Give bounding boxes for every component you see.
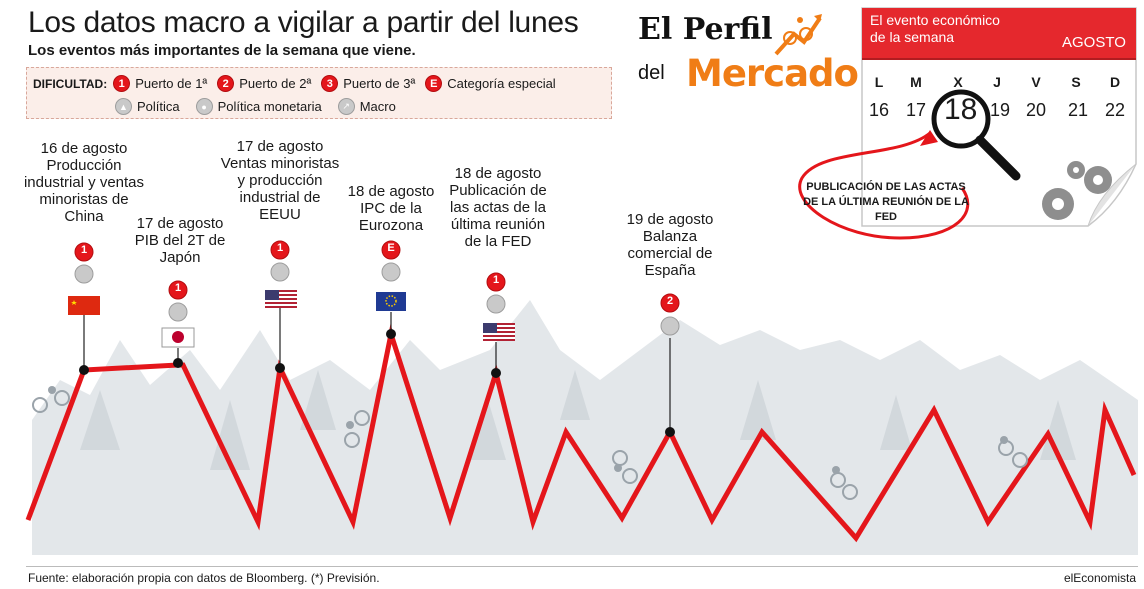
background-mountains [32, 300, 1138, 555]
event-label: 17 de agosto PIB del 2T de Japón [134, 215, 226, 266]
day-number: 21 [1067, 100, 1089, 120]
badge-1-icon: 1 [113, 75, 131, 92]
usa-flag [483, 323, 515, 341]
calendar-graphic [861, 7, 1137, 227]
legend-item: 1 Puerto de 1ª [113, 75, 207, 92]
legend-item: ↗ Macro [337, 98, 396, 115]
badge-2-icon: 2 [217, 75, 235, 92]
event-label: 16 de agosto Producción industrial y venta… [23, 140, 145, 225]
day-letter: D [1109, 74, 1121, 90]
logo-line3: Mercado [686, 52, 859, 95]
magnifier-icon [798, 89, 1021, 240]
route-line [25, 324, 1137, 543]
day-number: 20 [1025, 100, 1047, 120]
el-perfil-del-mercado-logo: El Perfil del Mercado [638, 10, 863, 100]
day-number-highlighted: 18 [944, 93, 978, 126]
event-points [79, 329, 675, 437]
event-label: 17 de agosto Ventas minoristas y producció… [220, 138, 340, 223]
event-stems [83, 308, 671, 432]
page-title: Los datos macro a vigilar a partir del l… [28, 6, 579, 39]
day-number: 17 [905, 100, 927, 120]
badge-1-icon: 1 [174, 282, 182, 294]
china-flag [68, 296, 100, 315]
day-letter: S [1071, 74, 1081, 90]
fed-note: PUBLICACIÓN DE LAS ACTAS DE LA ÚLTIMA RE… [803, 181, 969, 223]
logo-line1: El Perfil [638, 12, 773, 47]
day-letter: V [1031, 74, 1041, 90]
legend-label: DIFICULTAD: [33, 76, 108, 91]
badge-1-icon: 1 [80, 244, 88, 256]
badge-3-icon: 3 [321, 75, 339, 92]
event-label: 18 de agosto IPC de la Eurozona [347, 183, 435, 234]
badge-2-icon: 2 [666, 295, 674, 307]
cyclist-logo-icon [774, 14, 822, 56]
legend-item: 2 Puerto de 2ª [217, 75, 311, 92]
legend-row-type: ▲ Política ● Política monetaria ↗ Macro [115, 98, 406, 115]
legend-item: 3 Puerto de 3ª [321, 75, 415, 92]
cyclist-icon [32, 386, 1028, 500]
legend-item: ● Política monetaria [195, 98, 322, 115]
macro-icon: ↗ [337, 98, 355, 115]
day-number: 16 [868, 100, 890, 120]
day-letter: X [953, 74, 963, 90]
legend-row-difficulty: DIFICULTAD: 1 Puerto de 1ª 2 Puerto de 2ª … [33, 75, 566, 92]
logo-line2: del [638, 62, 665, 84]
day-number: 22 [1104, 100, 1126, 120]
badge-1-icon: 1 [276, 242, 284, 254]
calendar-header: El evento económico de la semana [870, 12, 1000, 45]
legend-item: E Categoría especial [425, 75, 556, 92]
event-label: 18 de agosto Publicación de las actas de l… [449, 165, 547, 250]
badge-1-icon: 1 [492, 274, 500, 286]
trees [80, 370, 1076, 470]
day-letter: L [874, 74, 884, 90]
day-letter: M [910, 74, 922, 90]
calendar-month: AGOSTO [1062, 34, 1126, 51]
footer-divider [26, 566, 1138, 567]
politica-monetaria-icon: ● [195, 98, 213, 115]
legend-item: ▲ Política [115, 98, 180, 115]
footer-source: Fuente: elaboración propia con datos de … [28, 571, 380, 585]
badge-e-icon: E [425, 75, 443, 92]
page-subtitle: Los eventos más importantes de la semana… [28, 42, 416, 59]
eu-flag [376, 292, 406, 311]
footer-brand: elEconomista [1063, 571, 1136, 585]
badge-e-icon: E [387, 242, 395, 254]
day-number: 19 [989, 100, 1011, 120]
day-letter: J [993, 74, 1001, 90]
event-label: 19 de agosto Balanza comercial de España [626, 211, 714, 279]
legend-box: DIFICULTAD: 1 Puerto de 1ª 2 Puerto de 2ª … [26, 67, 612, 119]
usa-flag [265, 290, 297, 308]
politica-icon: ▲ [115, 98, 132, 115]
gears-icon [1042, 161, 1112, 220]
